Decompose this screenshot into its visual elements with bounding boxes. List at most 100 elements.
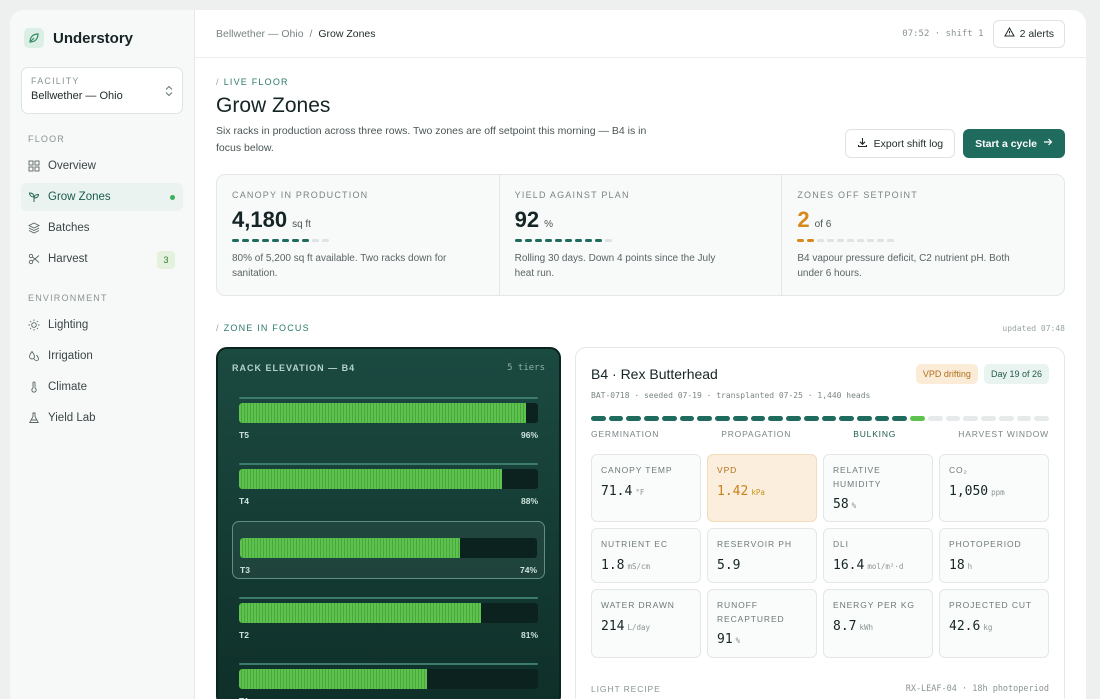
stage-segment xyxy=(945,416,961,421)
metric-photoperiod[interactable]: PHOTOPERIOD 18 h xyxy=(939,528,1049,583)
stage-label-harvest-window: HARVEST WINDOW xyxy=(958,429,1049,439)
rack-tier-t2[interactable]: T2 81% xyxy=(232,597,545,640)
stat-note: 80% of 5,200 sq ft available. Two racks … xyxy=(232,253,447,279)
stats-panel: CANOPY IN PRODUCTION 4,180 sq ft 80% of 5,2… xyxy=(216,174,1065,296)
metric-label: RUNOFF RECAPTURED xyxy=(717,600,785,624)
download-icon xyxy=(857,137,868,151)
metric-runoff-recaptured[interactable]: RUNOFF RECAPTURED 91% xyxy=(707,589,817,658)
metric-label: DLI xyxy=(833,539,849,549)
rack-tier-t5[interactable]: T5 96% xyxy=(232,397,545,440)
breadcrumb: Bellwether — Ohio / Grow Zones xyxy=(216,28,376,40)
metric-relative-humidity[interactable]: RELATIVE HUMIDITY 58% xyxy=(823,454,933,522)
rack-tier-t1[interactable]: T1 xyxy=(232,663,545,699)
sprout-icon xyxy=(28,191,40,203)
stage-segment xyxy=(608,416,624,421)
stage-segment xyxy=(679,416,695,421)
alerts-button[interactable]: 2 alerts xyxy=(992,19,1065,48)
rack-tier-t4[interactable]: T4 88% xyxy=(232,463,545,506)
sidebar-item-label: Climate xyxy=(48,381,87,393)
breadcrumb-parent[interactable]: Bellwether — Ohio xyxy=(216,27,304,40)
metric-label: ENERGY PER KG xyxy=(833,600,915,610)
stat-progress-bar xyxy=(797,239,1049,242)
tier-percent: 81% xyxy=(520,630,538,640)
grid-icon xyxy=(28,160,40,172)
stage-segment xyxy=(821,416,837,421)
sidebar-item-batches[interactable]: Batches xyxy=(21,214,183,242)
flask-icon xyxy=(28,412,40,424)
scissors-icon xyxy=(28,253,40,265)
metric-nutrient-ec[interactable]: NUTRIENT EC 1.8 mS/cm xyxy=(591,528,701,583)
tier-name: T1 xyxy=(239,696,249,699)
start-cycle-button[interactable]: Start a cycle xyxy=(963,129,1065,158)
nav-section-floor: FLOOR xyxy=(28,134,66,144)
metric-reservoir-ph[interactable]: RESERVOIR PH 5.9 xyxy=(707,528,817,583)
tier-canopy-track xyxy=(239,669,538,689)
sidebar-item-harvest[interactable]: Harvest 3 xyxy=(21,245,183,273)
metric-water-drawn[interactable]: WATER DRAWN 214 L/day xyxy=(591,589,701,658)
stage-segment xyxy=(892,416,908,421)
metric-value: 16.4 xyxy=(833,557,865,573)
stat-yield-against-plan: YIELD AGAINST PLAN 92% Rolling 30 days. Do… xyxy=(500,175,783,295)
metric-unit: mS/cm xyxy=(627,561,651,571)
metric-unit: kg xyxy=(983,622,993,632)
stage-segment xyxy=(768,416,784,421)
stat-unit: of 6 xyxy=(814,219,832,230)
facility-value: Bellwether — Ohio xyxy=(31,90,123,102)
main-area: Bellwether — Ohio / Grow Zones 07:52 · s… xyxy=(195,10,1086,699)
stat-label: YIELD AGAINST PLAN xyxy=(514,190,630,200)
metric-unit: kPa xyxy=(751,487,765,497)
sidebar-item-climate[interactable]: Climate xyxy=(21,373,183,401)
stat-progress-bar xyxy=(514,239,767,242)
droplets-icon xyxy=(28,350,40,362)
tier-percent: 88% xyxy=(520,496,538,506)
sidebar-item-lighting[interactable]: Lighting xyxy=(21,311,183,339)
stage-segment xyxy=(786,416,801,421)
metric-co-[interactable]: CO₂ 1,050 ppm xyxy=(939,454,1049,522)
stage-segment xyxy=(626,416,642,421)
growth-stage-progress xyxy=(591,416,1050,421)
metric-vpd[interactable]: VPD 1.42 kPa xyxy=(707,454,817,522)
tier-light-rail xyxy=(239,463,538,465)
metric-energy-per-kg[interactable]: ENERGY PER KG 8.7 kWh xyxy=(823,589,933,658)
light-recipe-label: LIGHT RECIPE xyxy=(591,684,661,694)
stat-value: 2 xyxy=(797,207,810,232)
stage-segment xyxy=(910,416,925,421)
facility-select[interactable]: FACILITY Bellwether — Ohio xyxy=(21,67,183,114)
metric-label: PROJECTED CUT xyxy=(949,600,1033,610)
stat-canopy-in-production: CANOPY IN PRODUCTION 4,180 sq ft 80% of 5,2… xyxy=(217,175,500,295)
metric-value: 18 xyxy=(949,557,965,573)
sidebar-item-irrigation[interactable]: Irrigation xyxy=(21,342,183,370)
chevron-updown-icon xyxy=(165,84,173,102)
stat-zones-off-setpoint: ZONES OFF SETPOINT 2 of 6 B4 vapour pressur… xyxy=(782,175,1064,295)
tier-percent: 74% xyxy=(519,565,537,575)
count-badge: 3 xyxy=(157,251,175,269)
tier-canopy-fill xyxy=(239,669,428,689)
metric-canopy-temp[interactable]: CANOPY TEMP 71.4 °F xyxy=(591,454,701,522)
metric-label: CANOPY TEMP xyxy=(601,465,673,475)
metric-value: 5.9 xyxy=(717,557,741,573)
tier-canopy-fill xyxy=(239,403,527,423)
sidebar-item-grow-zones[interactable]: Grow Zones xyxy=(21,183,183,211)
brand[interactable]: Understory xyxy=(21,24,183,48)
section-zone-in-focus: / ZONE IN FOCUS xyxy=(216,323,310,333)
metric-value: 1.42 xyxy=(717,483,749,499)
metric-unit: % xyxy=(735,636,741,645)
metric-dli[interactable]: DLI 16.4 mol/m²·d xyxy=(823,528,933,583)
metric-projected-cut[interactable]: PROJECTED CUT 42.6 kg xyxy=(939,589,1049,658)
rack-elevation-panel: RACK ELEVATION — B4 5 tiers T5 96% T4 88% T3… xyxy=(216,347,561,699)
stage-segment xyxy=(661,416,677,421)
sidebar-item-label: Harvest xyxy=(48,253,88,265)
zone-detail-card: B4 · Rex Butterhead BAT-0718 · seeded 07… xyxy=(575,347,1065,699)
sidebar-item-yield-lab[interactable]: Yield Lab xyxy=(21,404,183,432)
export-shift-log-button[interactable]: Export shift log xyxy=(844,129,956,158)
sidebar-item-label: Lighting xyxy=(48,319,89,331)
sidebar-item-label: Batches xyxy=(48,222,90,234)
metric-value: 1,050 xyxy=(949,483,989,499)
nav-section-environment: ENVIRONMENT xyxy=(28,293,108,303)
rack-tier-t3[interactable]: T3 74% xyxy=(232,521,545,579)
zone-meta: BAT-0718 · seeded 07-19 · transplanted 0… xyxy=(591,391,871,400)
shift-clock: 07:52 · shift 1 xyxy=(902,28,984,39)
sidebar-item-overview[interactable]: Overview xyxy=(21,152,183,180)
stage-label-bulking: BULKING xyxy=(853,429,897,439)
stage-segment xyxy=(644,416,659,421)
